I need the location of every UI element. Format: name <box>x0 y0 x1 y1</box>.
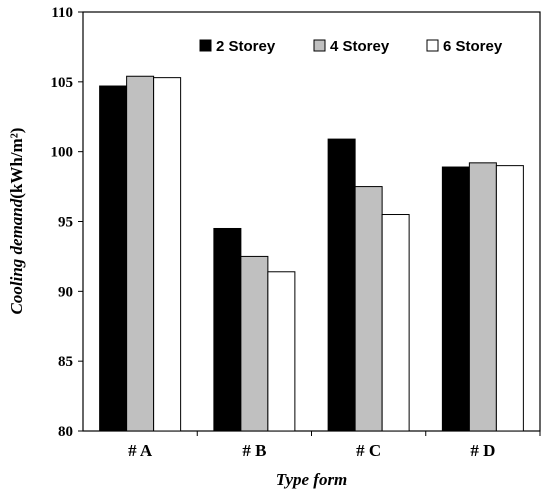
y-tick-label: 90 <box>58 284 73 300</box>
y-axis-ticks: 80 85 90 95 100 105 110 <box>51 5 83 440</box>
x-tick-label: # A <box>128 441 153 460</box>
bar <box>153 77 182 432</box>
x-axis-label: Type form <box>276 470 348 489</box>
y-axis-label: Cooling demand(kWh/m²) <box>7 128 26 315</box>
x-tick-label: # B <box>242 441 266 460</box>
x-tick-label: # C <box>356 441 381 460</box>
bar <box>240 255 269 432</box>
bar <box>468 162 497 432</box>
bar <box>327 138 356 432</box>
y-axis-label-unit: (kWh/m²) <box>7 128 26 199</box>
bar <box>495 165 524 432</box>
bar <box>267 271 296 432</box>
legend-label: 6 Storey <box>443 38 503 55</box>
bar <box>381 214 410 432</box>
legend-swatch <box>313 39 326 52</box>
y-tick-label: 105 <box>51 75 74 91</box>
bar <box>99 85 128 432</box>
y-tick-label: 100 <box>51 145 74 161</box>
y-axis-label-name: Cooling demand <box>7 198 26 314</box>
legend-swatch <box>199 39 212 52</box>
x-axis-categories: # A # B # C # D <box>128 431 541 460</box>
legend-swatch <box>426 39 439 52</box>
bar-series <box>99 75 524 432</box>
legend-label: 2 Storey <box>216 38 276 55</box>
x-tick-label: # D <box>470 441 495 460</box>
y-tick-label: 85 <box>58 354 73 370</box>
bar <box>213 227 242 432</box>
y-tick-label: 110 <box>51 5 73 21</box>
legend-label: 4 Storey <box>330 38 390 55</box>
bar <box>354 186 383 432</box>
y-tick-label: 80 <box>58 424 73 440</box>
bar <box>126 75 155 432</box>
y-tick-label: 95 <box>58 215 73 231</box>
legend: 2 Storey 4 Storey 6 Storey <box>199 38 503 55</box>
bar <box>441 166 470 432</box>
